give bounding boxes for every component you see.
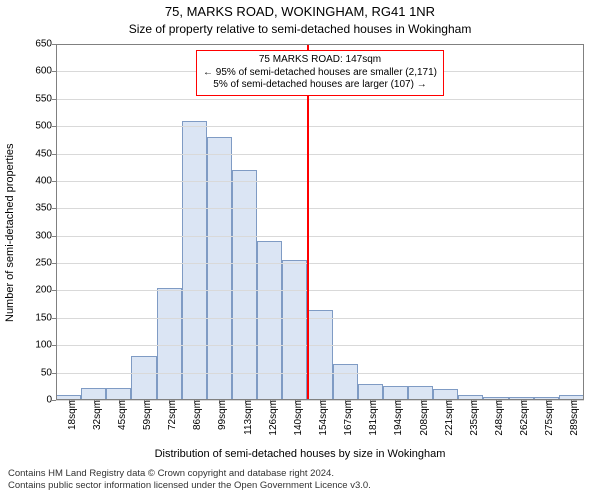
y-axis-label: Number of semi-detached properties	[4, 143, 16, 322]
annotation-line: 75 MARKS ROAD: 147sqm	[203, 54, 437, 67]
ytick-label: 350	[35, 203, 56, 214]
ytick-label: 0	[46, 395, 56, 406]
annotation-box: 75 MARKS ROAD: 147sqm ← 95% of semi-deta…	[196, 50, 444, 96]
xtick-label: 289sqm	[567, 400, 580, 436]
ytick-label: 150	[35, 312, 56, 323]
xtick-label: 32sqm	[90, 400, 103, 430]
ytick-label: 500	[35, 121, 56, 132]
xtick-label: 72sqm	[165, 400, 178, 430]
ytick-label: 550	[35, 93, 56, 104]
xtick-label: 18sqm	[65, 400, 78, 430]
xtick-label: 235sqm	[467, 400, 480, 436]
annotation-line: ← 95% of semi-detached houses are smalle…	[203, 67, 437, 80]
annotation-line: 5% of semi-detached houses are larger (1…	[203, 79, 437, 92]
ytick-label: 250	[35, 258, 56, 269]
xtick-label: 154sqm	[316, 400, 329, 436]
ytick-label: 200	[35, 285, 56, 296]
figure-title: 75, MARKS ROAD, WOKINGHAM, RG41 1NR	[0, 4, 600, 19]
ytick-label: 400	[35, 175, 56, 186]
attribution-line: Contains HM Land Registry data © Crown c…	[8, 468, 371, 480]
xtick-label: 221sqm	[442, 400, 455, 436]
figure: 75, MARKS ROAD, WOKINGHAM, RG41 1NR Size…	[0, 0, 600, 500]
ytick-label: 50	[41, 367, 56, 378]
ytick-label: 600	[35, 66, 56, 77]
xtick-label: 99sqm	[215, 400, 228, 430]
xtick-label: 262sqm	[517, 400, 530, 436]
attribution-line: Contains public sector information licen…	[8, 480, 371, 492]
x-axis-label: Distribution of semi-detached houses by …	[0, 448, 600, 460]
ytick-label: 100	[35, 340, 56, 351]
xtick-label: 248sqm	[492, 400, 505, 436]
ytick-label: 300	[35, 230, 56, 241]
ytick-label: 450	[35, 148, 56, 159]
xtick-label: 275sqm	[542, 400, 555, 436]
xtick-label: 126sqm	[266, 400, 279, 436]
figure-subtitle: Size of property relative to semi-detach…	[0, 22, 600, 36]
ytick-label: 650	[35, 39, 56, 50]
xtick-label: 59sqm	[140, 400, 153, 430]
attribution: Contains HM Land Registry data © Crown c…	[8, 468, 371, 493]
xtick-label: 167sqm	[341, 400, 354, 436]
plot-area: 75 MARKS ROAD: 147sqm ← 95% of semi-deta…	[56, 44, 584, 400]
xtick-label: 45sqm	[115, 400, 128, 430]
xtick-label: 181sqm	[366, 400, 379, 436]
xtick-label: 86sqm	[190, 400, 203, 430]
xtick-label: 208sqm	[417, 400, 430, 436]
xtick-label: 113sqm	[241, 400, 254, 435]
plot-border	[56, 44, 584, 400]
xtick-label: 140sqm	[291, 400, 304, 436]
xtick-label: 194sqm	[391, 400, 404, 436]
